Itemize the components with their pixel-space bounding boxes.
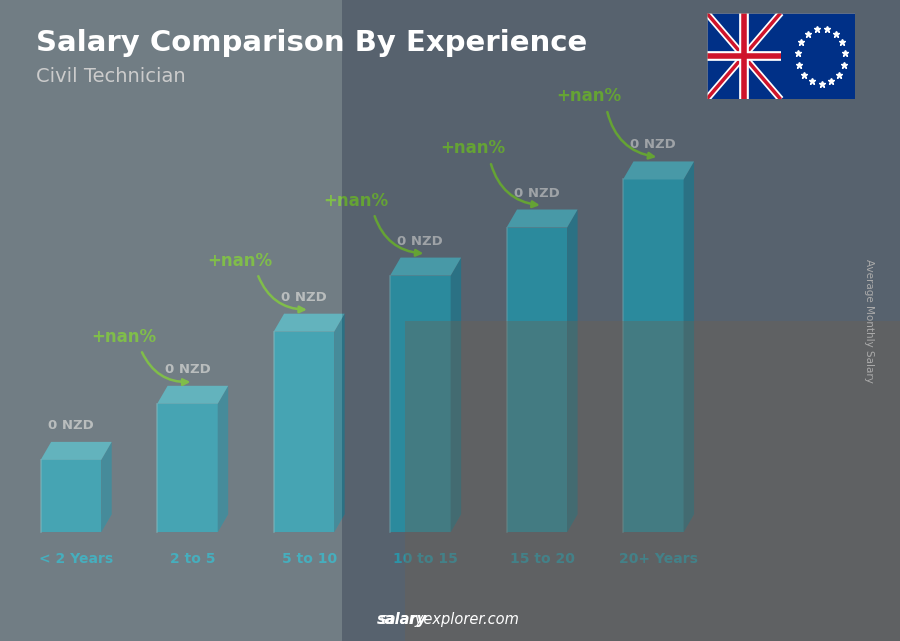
Polygon shape — [158, 386, 229, 404]
Bar — [0, 0, 342, 641]
Text: salary: salary — [377, 612, 427, 627]
Text: Civil Technician: Civil Technician — [36, 67, 185, 87]
Text: 0 NZD: 0 NZD — [165, 363, 211, 376]
Text: Salary Comparison By Experience: Salary Comparison By Experience — [36, 29, 587, 57]
Polygon shape — [218, 386, 229, 532]
Text: +nan%: +nan% — [207, 252, 273, 270]
Bar — [405, 320, 900, 641]
Text: 5 to 10: 5 to 10 — [282, 552, 337, 566]
Text: 15 to 20: 15 to 20 — [509, 552, 574, 566]
Polygon shape — [507, 228, 567, 532]
Text: +nan%: +nan% — [440, 140, 505, 158]
Text: Average Monthly Salary: Average Monthly Salary — [863, 258, 874, 383]
Polygon shape — [158, 404, 218, 532]
Text: < 2 Years: < 2 Years — [39, 552, 113, 566]
Text: +nan%: +nan% — [557, 87, 622, 105]
Polygon shape — [274, 514, 345, 532]
Polygon shape — [507, 210, 578, 228]
Text: salaryexplorer.com: salaryexplorer.com — [380, 612, 520, 627]
Polygon shape — [40, 514, 112, 532]
Text: +nan%: +nan% — [91, 328, 156, 345]
Polygon shape — [101, 442, 112, 532]
Text: +nan%: +nan% — [324, 192, 389, 210]
Polygon shape — [623, 514, 694, 532]
Polygon shape — [40, 460, 101, 532]
Polygon shape — [623, 162, 694, 179]
Bar — [342, 0, 900, 641]
Text: 10 to 15: 10 to 15 — [393, 552, 458, 566]
Text: 0 NZD: 0 NZD — [281, 290, 327, 304]
Polygon shape — [390, 514, 461, 532]
Text: 20+ Years: 20+ Years — [619, 552, 698, 566]
Polygon shape — [390, 276, 451, 532]
Text: 0 NZD: 0 NZD — [630, 138, 676, 151]
Polygon shape — [390, 258, 461, 276]
Polygon shape — [507, 514, 578, 532]
Text: 0 NZD: 0 NZD — [48, 419, 94, 432]
Polygon shape — [451, 258, 461, 532]
Polygon shape — [274, 332, 334, 532]
Polygon shape — [623, 179, 684, 532]
Polygon shape — [567, 210, 578, 532]
Polygon shape — [40, 442, 112, 460]
Text: 0 NZD: 0 NZD — [514, 187, 560, 199]
Polygon shape — [274, 313, 345, 332]
Text: 2 to 5: 2 to 5 — [170, 552, 215, 566]
Polygon shape — [334, 313, 345, 532]
Text: 0 NZD: 0 NZD — [398, 235, 443, 247]
Polygon shape — [158, 514, 229, 532]
Polygon shape — [684, 162, 694, 532]
